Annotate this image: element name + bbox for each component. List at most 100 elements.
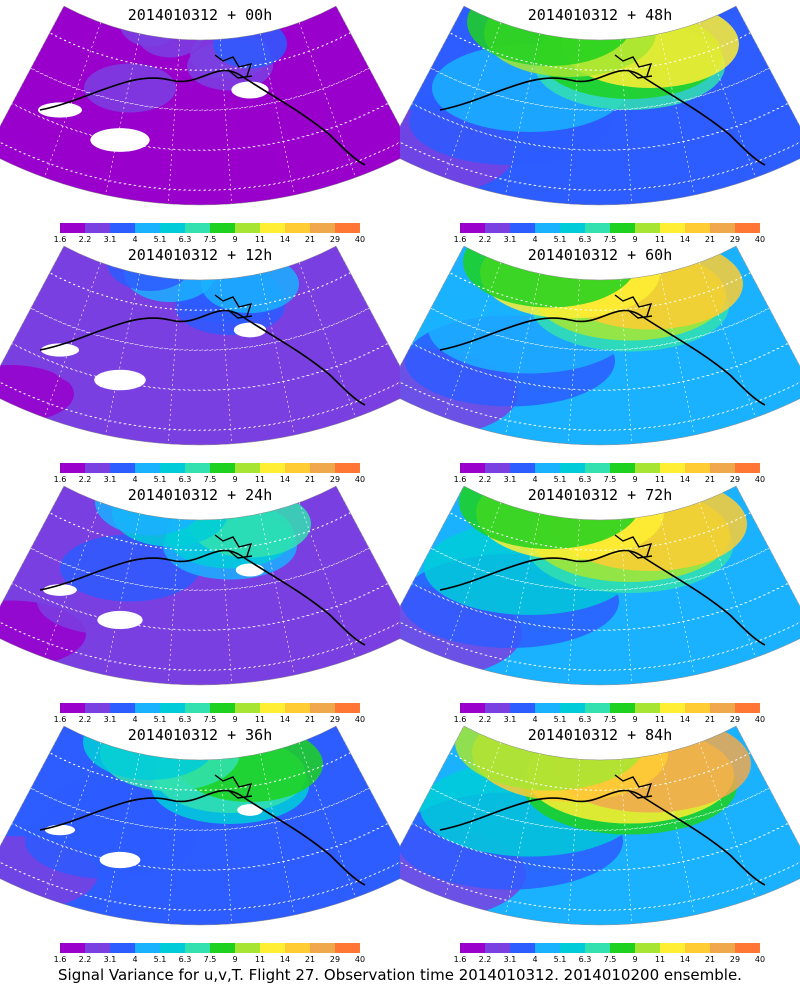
colorbar-label: 40 — [354, 235, 366, 244]
no-data-area — [97, 610, 143, 630]
map-panel-1: 2014010312 + 48h 1.6 2.2 3.1 4 5.1 6.3 7.5 9 11 14… — [400, 0, 800, 244]
coastline — [39, 309, 366, 406]
colorbar-swatch — [735, 223, 760, 233]
colorbar-labels: 1.6 2.2 3.1 4 5.1 6.3 7.5 9 11 14 21 29 40 — [454, 235, 765, 245]
colorbar — [60, 223, 360, 233]
colorbar-label: 2.2 — [78, 475, 92, 484]
colorbar-labels: 1.6 2.2 3.1 4 5.1 6.3 7.5 9 11 14 21 29 40 — [454, 955, 765, 965]
map-panel-5: 2014010312 + 72h 1.6 2.2 3.1 4 5.1 6.3 7.5 9 11 14… — [400, 480, 800, 724]
map-panel-3: 2014010312 + 60h 1.6 2.2 3.1 4 5.1 6.3 7.5 9 11 14… — [400, 240, 800, 484]
variance-blob — [84, 63, 176, 113]
variance-map — [0, 245, 400, 446]
colorbar-swatch — [110, 703, 135, 713]
colorbar-swatch — [335, 703, 360, 713]
colorbar-label: 2.2 — [478, 955, 492, 964]
colorbar-swatch — [185, 463, 210, 473]
colorbar-label: 11 — [254, 715, 266, 724]
colorbar-label: 6.3 — [578, 475, 592, 484]
colorbar-swatch — [185, 703, 210, 713]
colorbar-swatch — [510, 463, 535, 473]
colorbar-swatch — [260, 463, 285, 473]
no-data-area — [44, 824, 76, 836]
colorbar-label: 7.5 — [603, 955, 617, 964]
panel-title: 2014010312 + 48h — [527, 6, 673, 24]
colorbar-label: 29 — [329, 475, 341, 484]
colorbar-label: 29 — [729, 955, 741, 964]
colorbar-swatch — [285, 703, 310, 713]
colorbar-label: 14 — [679, 235, 691, 244]
colorbar-label: 4 — [532, 475, 538, 484]
colorbar-swatch — [535, 943, 560, 953]
colorbar-label: 9 — [632, 475, 638, 484]
colorbar-label: 9 — [632, 715, 638, 724]
colorbar-label: 3.1 — [103, 715, 117, 724]
colorbar-label: 40 — [354, 955, 366, 964]
colorbar-label: 21 — [304, 235, 316, 244]
colorbar-label: 29 — [729, 235, 741, 244]
colorbar-swatch — [510, 703, 535, 713]
colorbar-swatch — [560, 943, 585, 953]
colorbar-swatch — [460, 943, 485, 953]
colorbar-labels: 1.6 2.2 3.1 4 5.1 6.3 7.5 9 11 14 21 29 40 — [54, 715, 365, 725]
colorbar-swatch — [135, 943, 160, 953]
colorbar-swatch — [85, 223, 110, 233]
colorbar-swatch — [710, 463, 735, 473]
colorbar-label: 21 — [704, 715, 716, 724]
colorbar-swatch — [685, 463, 710, 473]
colorbar-swatch — [560, 223, 585, 233]
colorbar — [60, 463, 360, 473]
colorbar-label: 7.5 — [603, 235, 617, 244]
variance-map — [0, 725, 400, 926]
colorbar-label: 9 — [632, 235, 638, 244]
colorbar-label: 6.3 — [178, 715, 192, 724]
colorbar-swatch — [460, 463, 485, 473]
colorbar-label: 14 — [279, 715, 291, 724]
panel-title: 2014010312 + 36h — [127, 726, 273, 744]
colorbar-labels: 1.6 2.2 3.1 4 5.1 6.3 7.5 9 11 14 21 29 40 — [54, 475, 365, 485]
colorbar-label: 21 — [304, 475, 316, 484]
panel-title: 2014010312 + 24h — [127, 486, 273, 504]
colorbar-swatch — [210, 463, 235, 473]
colorbar-label: 29 — [729, 715, 741, 724]
colorbar-label: 7.5 — [603, 475, 617, 484]
colorbar-label: 11 — [254, 955, 266, 964]
colorbar-label: 3.1 — [503, 955, 517, 964]
colorbar-swatch — [460, 223, 485, 233]
variance-map — [400, 485, 800, 686]
no-data-area — [231, 81, 269, 99]
colorbar-label: 5.1 — [553, 235, 567, 244]
arctic-islands — [214, 54, 253, 79]
colorbar-swatch — [210, 703, 235, 713]
colorbar-label: 7.5 — [203, 955, 217, 964]
colorbar-swatch — [485, 943, 510, 953]
no-data-area — [237, 804, 263, 816]
panel-title: 2014010312 + 00h — [127, 6, 273, 24]
colorbar-swatch — [535, 703, 560, 713]
colorbar-label: 7.5 — [203, 235, 217, 244]
colorbar-label: 2.2 — [78, 715, 92, 724]
coastline — [439, 789, 766, 886]
colorbar-swatch — [710, 703, 735, 713]
colorbar-label: 2.2 — [478, 235, 492, 244]
colorbar-label: 11 — [654, 715, 666, 724]
colorbar-label: 6.3 — [178, 235, 192, 244]
colorbar-label: 1.6 — [53, 475, 67, 484]
colorbar-label: 29 — [329, 235, 341, 244]
colorbar-swatch — [110, 943, 135, 953]
colorbar-swatch — [85, 943, 110, 953]
variance-blob — [72, 299, 188, 357]
variance-map — [400, 5, 800, 206]
colorbar-swatch — [635, 703, 660, 713]
colorbar-label: 21 — [304, 955, 316, 964]
colorbar-label: 11 — [254, 235, 266, 244]
colorbar-swatch — [485, 463, 510, 473]
variance-blob — [124, 246, 216, 302]
colorbar-swatch — [285, 223, 310, 233]
colorbar-swatch — [335, 463, 360, 473]
colorbar — [60, 943, 360, 953]
colorbar-swatch — [260, 703, 285, 713]
colorbar-swatch — [310, 223, 335, 233]
colorbar-label: 9 — [632, 955, 638, 964]
coastline — [439, 69, 766, 166]
colorbar-label: 1.6 — [453, 235, 467, 244]
